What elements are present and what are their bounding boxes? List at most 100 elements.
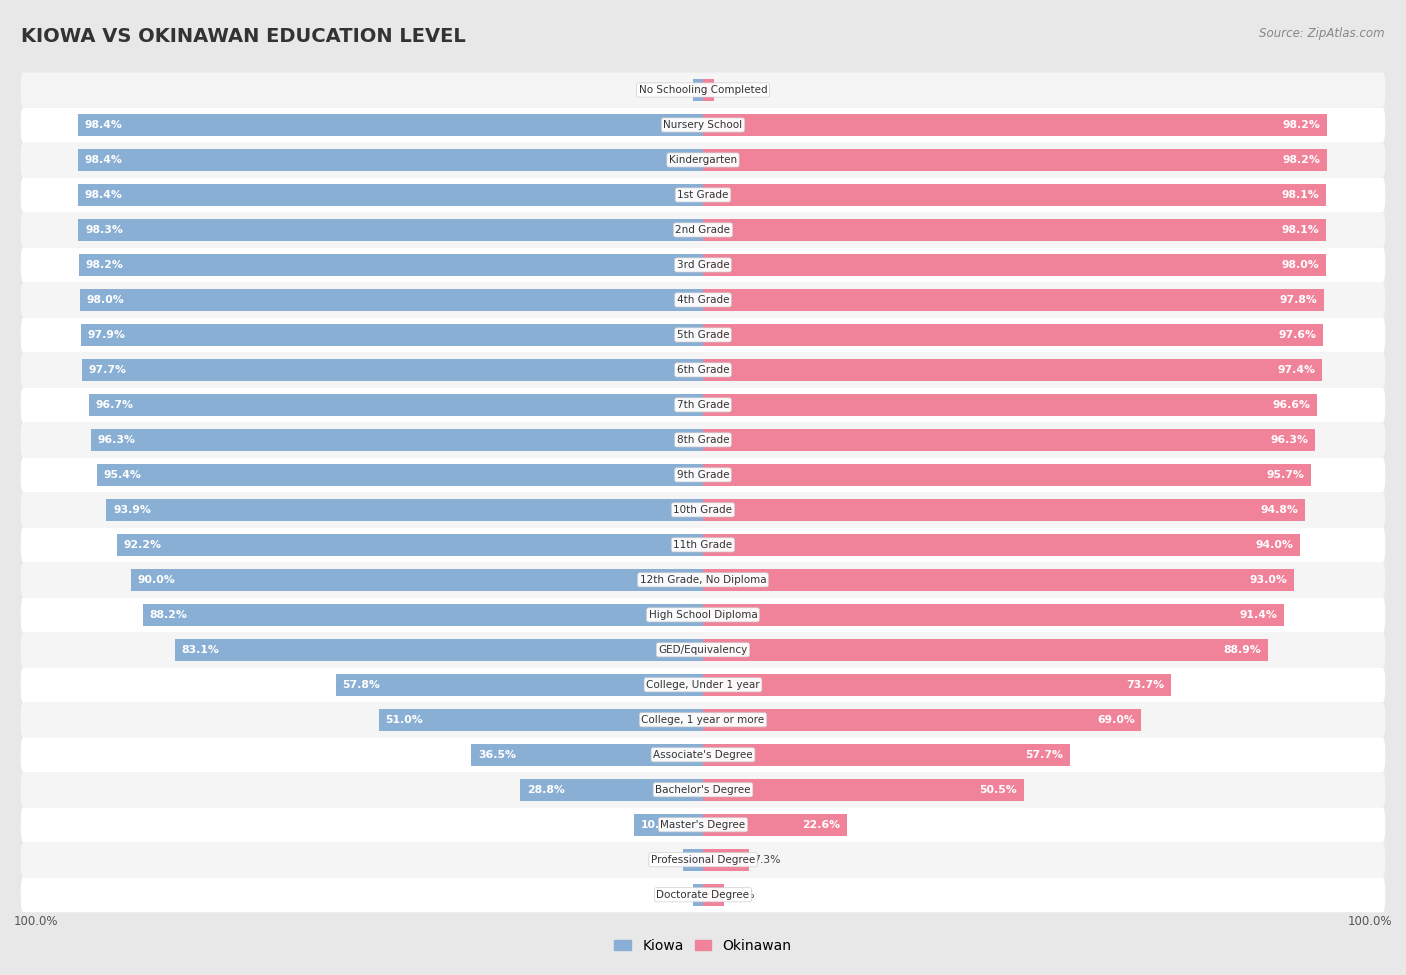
Text: 98.0%: 98.0%	[87, 294, 125, 305]
Text: 96.6%: 96.6%	[1272, 400, 1310, 410]
Bar	[703, 359, 1322, 381]
Text: 10th Grade: 10th Grade	[673, 505, 733, 515]
FancyBboxPatch shape	[21, 633, 1385, 667]
Bar	[703, 709, 1142, 730]
FancyBboxPatch shape	[21, 878, 1385, 913]
Bar	[703, 184, 1326, 206]
Text: Doctorate Degree: Doctorate Degree	[657, 890, 749, 900]
Text: 28.8%: 28.8%	[527, 785, 565, 795]
Bar	[82, 359, 703, 381]
Bar	[703, 254, 1326, 276]
Text: 98.4%: 98.4%	[84, 155, 122, 165]
Text: 97.6%: 97.6%	[1278, 330, 1316, 340]
Text: 100.0%: 100.0%	[1347, 915, 1392, 927]
Text: Professional Degree: Professional Degree	[651, 855, 755, 865]
Text: 90.0%: 90.0%	[138, 575, 176, 585]
Text: 98.4%: 98.4%	[84, 120, 122, 130]
Bar	[107, 499, 703, 521]
FancyBboxPatch shape	[21, 318, 1385, 352]
Bar	[703, 674, 1171, 696]
Text: No Schooling Completed: No Schooling Completed	[638, 85, 768, 95]
Bar	[703, 79, 714, 100]
Text: 6th Grade: 6th Grade	[676, 365, 730, 375]
Text: 95.4%: 95.4%	[104, 470, 142, 480]
Text: 36.5%: 36.5%	[478, 750, 516, 760]
Bar	[79, 254, 703, 276]
Text: Kindergarten: Kindergarten	[669, 155, 737, 165]
Text: 1.8%: 1.8%	[718, 85, 745, 95]
Bar	[79, 219, 703, 241]
Bar	[91, 429, 703, 450]
FancyBboxPatch shape	[21, 527, 1385, 563]
Bar	[97, 464, 703, 486]
FancyBboxPatch shape	[21, 72, 1385, 107]
Bar	[131, 569, 703, 591]
Text: 94.0%: 94.0%	[1256, 540, 1294, 550]
Text: 93.9%: 93.9%	[112, 505, 150, 515]
FancyBboxPatch shape	[21, 772, 1385, 807]
Text: 8th Grade: 8th Grade	[676, 435, 730, 445]
Bar	[703, 884, 724, 906]
FancyBboxPatch shape	[21, 667, 1385, 702]
FancyBboxPatch shape	[21, 737, 1385, 772]
Text: 88.9%: 88.9%	[1223, 644, 1261, 655]
FancyBboxPatch shape	[21, 563, 1385, 598]
FancyBboxPatch shape	[21, 352, 1385, 387]
Bar	[174, 639, 703, 661]
Text: Source: ZipAtlas.com: Source: ZipAtlas.com	[1260, 27, 1385, 40]
Bar	[703, 149, 1327, 171]
Bar	[683, 849, 703, 871]
Bar	[703, 534, 1301, 556]
Bar	[634, 814, 703, 836]
Text: 88.2%: 88.2%	[149, 609, 187, 620]
FancyBboxPatch shape	[21, 422, 1385, 457]
Bar	[77, 149, 703, 171]
Bar	[77, 114, 703, 136]
Text: 10.8%: 10.8%	[641, 820, 679, 830]
Text: 57.7%: 57.7%	[1025, 750, 1063, 760]
Text: 96.7%: 96.7%	[96, 400, 134, 410]
Bar	[336, 674, 703, 696]
Text: 91.4%: 91.4%	[1239, 609, 1277, 620]
Text: College, 1 year or more: College, 1 year or more	[641, 715, 765, 724]
Text: 57.8%: 57.8%	[343, 680, 380, 690]
Bar	[703, 289, 1324, 311]
Text: 98.1%: 98.1%	[1282, 225, 1320, 235]
FancyBboxPatch shape	[21, 387, 1385, 422]
FancyBboxPatch shape	[21, 807, 1385, 842]
Text: 50.5%: 50.5%	[980, 785, 1017, 795]
Text: 94.8%: 94.8%	[1261, 505, 1299, 515]
Bar	[117, 534, 703, 556]
Text: 83.1%: 83.1%	[181, 644, 219, 655]
Text: 3rd Grade: 3rd Grade	[676, 260, 730, 270]
Text: 4th Grade: 4th Grade	[676, 294, 730, 305]
Text: 98.1%: 98.1%	[1282, 190, 1320, 200]
FancyBboxPatch shape	[21, 702, 1385, 737]
Bar	[703, 639, 1268, 661]
Text: 92.2%: 92.2%	[124, 540, 162, 550]
Text: 97.9%: 97.9%	[87, 330, 125, 340]
Bar	[703, 499, 1305, 521]
Bar	[703, 569, 1294, 591]
Text: 73.7%: 73.7%	[1126, 680, 1164, 690]
Text: Nursery School: Nursery School	[664, 120, 742, 130]
Bar	[80, 289, 703, 311]
Text: 100.0%: 100.0%	[14, 915, 59, 927]
Bar	[703, 429, 1315, 450]
Text: 5th Grade: 5th Grade	[676, 330, 730, 340]
Text: Master's Degree: Master's Degree	[661, 820, 745, 830]
Text: 22.6%: 22.6%	[801, 820, 839, 830]
Bar	[77, 184, 703, 206]
FancyBboxPatch shape	[21, 248, 1385, 283]
Bar	[520, 779, 703, 800]
Bar	[703, 849, 749, 871]
Text: 51.0%: 51.0%	[385, 715, 423, 724]
Bar	[693, 884, 703, 906]
Text: 69.0%: 69.0%	[1097, 715, 1135, 724]
FancyBboxPatch shape	[21, 283, 1385, 318]
FancyBboxPatch shape	[21, 142, 1385, 177]
Text: 1.6%: 1.6%	[662, 85, 689, 95]
Text: 2nd Grade: 2nd Grade	[675, 225, 731, 235]
Text: 98.2%: 98.2%	[1282, 120, 1320, 130]
FancyBboxPatch shape	[21, 598, 1385, 633]
